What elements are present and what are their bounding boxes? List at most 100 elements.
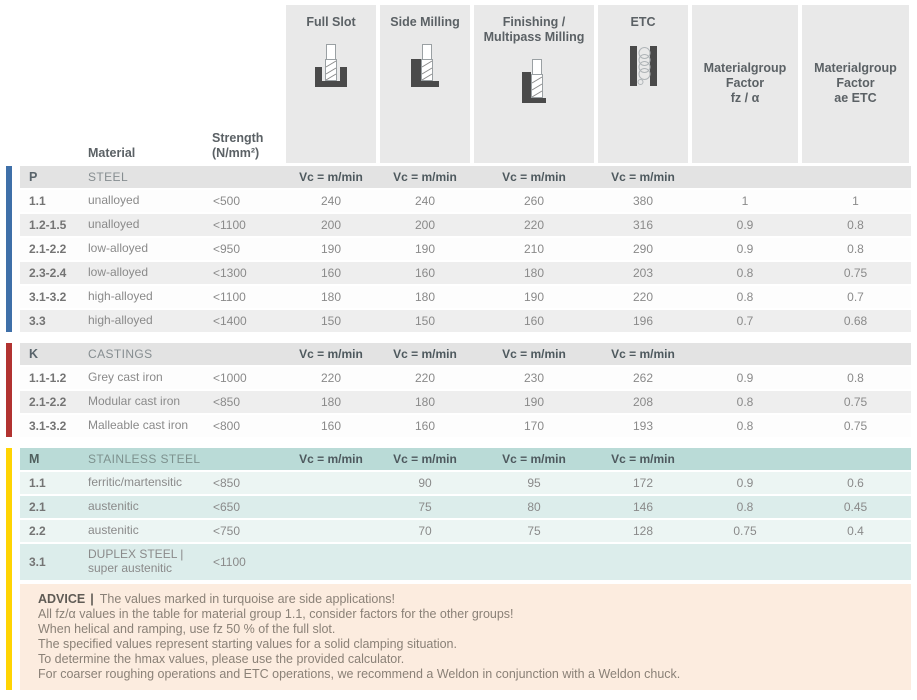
table-row: 3.1-3.2 high-alloyed <1100 180 180 190 220 0.8 0… (20, 286, 911, 308)
material-section-P: P STEEL Vc = m/min Vc = m/min Vc = m/min Vc =… (6, 166, 911, 332)
column-header-etc: ETC (598, 5, 688, 163)
cell-group-id: 2.3-2.4 (29, 266, 67, 280)
cell-vc-etc: 193 (632, 419, 654, 433)
cell-vc-etc: 316 (632, 218, 654, 232)
cell-vc-full-slot: 200 (320, 218, 342, 232)
cell-material: Modular cast iron (88, 394, 181, 409)
cell-factor-fz: 0.9 (736, 371, 754, 385)
cell-material: high-alloyed (88, 313, 153, 328)
cell-factor-ae-etc: 0.8 (847, 218, 864, 232)
cell-material: austenitic (88, 523, 139, 538)
strength-column-label: Strength (N/mm²) (212, 131, 264, 160)
cell-factor-fz: 0.9 (736, 218, 754, 232)
cell-vc-full-slot: 220 (320, 371, 342, 385)
cell-strength: <750 (213, 524, 241, 538)
cell-factor-ae-etc: 1 (852, 194, 859, 208)
cell-vc-full-slot: 180 (320, 395, 342, 409)
vc-unit-label: Vc = m/min (299, 347, 363, 361)
section-accent-bar (6, 343, 12, 437)
cell-vc-etc: 380 (632, 194, 654, 208)
cell-material: low-alloyed (88, 265, 149, 280)
cell-vc-side-milling: 90 (418, 476, 432, 490)
cell-vc-side-milling: 180 (414, 290, 436, 304)
table-row: 2.2 austenitic <750 70 75 128 0.75 0.4 (20, 520, 911, 542)
table-row: 1.1 unalloyed <500 240 240 260 380 1 1 (20, 190, 911, 212)
cell-vc-side-milling: 220 (414, 371, 436, 385)
cell-vc-full-slot: 150 (320, 314, 342, 328)
advice-line: For coarser roughing operations and ETC … (38, 667, 681, 681)
cell-group-id: 1.1-1.2 (29, 371, 67, 385)
cell-factor-ae-etc: 0.4 (847, 524, 864, 538)
cell-strength: <800 (213, 419, 241, 433)
cell-strength: <1100 (213, 218, 246, 232)
cell-vc-finishing: 180 (523, 266, 545, 280)
cell-vc-side-milling: 160 (414, 419, 436, 433)
cell-factor-ae-etc: 0.75 (843, 395, 868, 409)
vc-unit-label: Vc = m/min (502, 452, 566, 466)
table-row: 2.3-2.4 low-alloyed <1300 160 160 180 203 0.8 0.… (20, 262, 911, 284)
vc-unit-label: Vc = m/min (393, 452, 457, 466)
table-row: 3.1 DUPLEX STEEL | super austenitic <1100 (20, 544, 911, 580)
cell-strength: <1000 (213, 371, 247, 385)
cell-strength: <850 (213, 395, 241, 409)
section-header-row: M STAINLESS STEEL Vc = m/min Vc = m/min Vc =… (20, 448, 911, 470)
cell-vc-full-slot: 180 (320, 290, 342, 304)
material-section-K: K CASTINGS Vc = m/min Vc = m/min Vc = m/min V… (6, 343, 911, 437)
vc-unit-label: Vc = m/min (393, 170, 457, 184)
cell-material: ferritic/martensitic (88, 475, 183, 490)
cell-material: austenitic (88, 499, 139, 514)
cell-vc-finishing: 220 (523, 218, 545, 232)
cell-vc-side-milling: 200 (414, 218, 436, 232)
cell-material: DUPLEX STEEL | super austenitic (88, 547, 184, 575)
cell-vc-full-slot: 160 (320, 266, 342, 280)
cell-strength: <650 (213, 500, 241, 514)
cell-factor-ae-etc: 0.75 (843, 266, 868, 280)
cell-factor-fz: 0.9 (736, 242, 754, 256)
table-row: 3.3 high-alloyed <1400 150 150 160 196 0.7 0.68 (20, 310, 911, 332)
section-accent-bar (6, 448, 12, 584)
cell-factor-ae-etc: 0.68 (843, 314, 868, 328)
advice-label: ADVICE (38, 592, 86, 606)
cell-vc-full-slot: 160 (320, 419, 342, 433)
table-row: 1.2-1.5 unalloyed <1100 200 200 220 316 0.9 0.8 (20, 214, 911, 236)
cell-material: high-alloyed (88, 289, 153, 304)
cell-vc-full-slot: 190 (320, 242, 342, 256)
cell-group-id: 2.1-2.2 (29, 395, 67, 409)
cell-group-id: 2.1-2.2 (29, 242, 67, 256)
cell-factor-ae-etc: 0.7 (847, 290, 864, 304)
section-letter: K (29, 347, 39, 361)
cell-vc-finishing: 190 (523, 290, 545, 304)
cell-vc-finishing: 230 (523, 371, 545, 385)
cell-vc-etc: 208 (632, 395, 654, 409)
cell-vc-etc: 172 (632, 476, 654, 490)
cell-vc-etc: 196 (632, 314, 654, 328)
cell-vc-side-milling: 160 (414, 266, 436, 280)
cell-material: Grey cast iron (88, 370, 163, 385)
column-header-full-slot: Full Slot (286, 5, 376, 163)
vc-unit-label: Vc = m/min (299, 170, 363, 184)
cell-vc-side-milling: 75 (418, 500, 432, 514)
column-header-finishing: Finishing / Multipass Milling (474, 5, 594, 163)
cell-factor-ae-etc: 0.75 (843, 419, 868, 433)
cell-group-id: 1.2-1.5 (29, 218, 67, 232)
table-row: 2.1-2.2 Modular cast iron <850 180 180 190 208… (20, 391, 911, 413)
cell-group-id: 3.3 (29, 314, 46, 328)
cell-factor-ae-etc: 0.6 (847, 476, 864, 490)
cell-vc-side-milling: 180 (414, 395, 436, 409)
advice-line: When helical and ramping, use fz 50 % of… (38, 622, 336, 636)
cell-factor-fz: 0.8 (736, 500, 754, 514)
cell-strength: <1300 (213, 266, 247, 280)
advice-line: The specified values represent starting … (38, 637, 457, 651)
vc-unit-label: Vc = m/min (611, 452, 675, 466)
advice-accent-bar (6, 584, 12, 690)
cell-vc-etc: 146 (632, 500, 654, 514)
cell-factor-fz: 0.75 (733, 524, 757, 538)
cell-vc-finishing: 160 (523, 314, 545, 328)
column-header-factor-ae-etc: Materialgroup Factor ae ETC (802, 5, 909, 163)
section-title: CASTINGS (88, 347, 153, 361)
cell-group-id: 2.1 (29, 500, 46, 514)
cell-factor-fz: 0.7 (736, 314, 754, 328)
cell-group-id: 3.1-3.2 (29, 419, 67, 433)
cell-vc-finishing: 75 (527, 524, 541, 538)
